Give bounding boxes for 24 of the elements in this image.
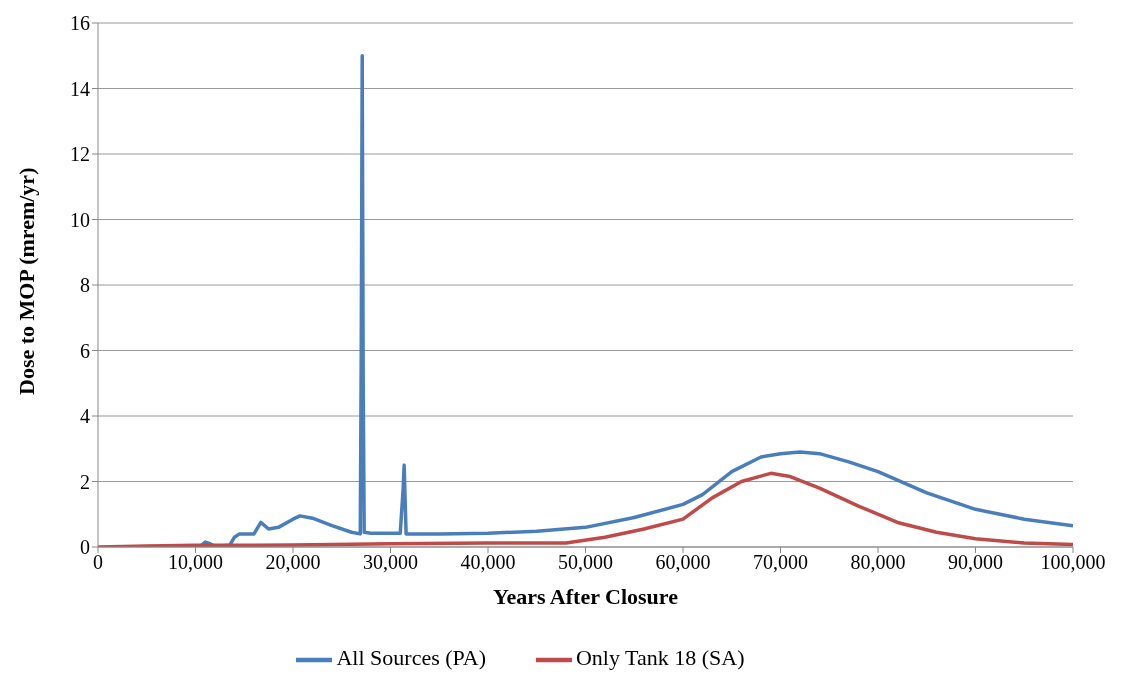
x-tick-label: 60,000	[655, 551, 711, 574]
x-tick-label: 70,000	[753, 551, 808, 574]
x-tick-label: 100,000	[1040, 551, 1106, 574]
x-axis-title: Years After Closure	[493, 584, 679, 609]
x-tick-label: 80,000	[850, 551, 906, 574]
x-tick-label: 40,000	[460, 551, 516, 574]
y-tick-label: 16	[70, 12, 90, 35]
x-tick-label: 30,000	[363, 551, 418, 574]
y-axis-title: Dose to MOP (mrem/yr)	[13, 167, 39, 395]
y-tick-label: 14	[70, 77, 90, 100]
legend-label: Only Tank 18 (SA)	[575, 645, 745, 671]
y-tick-label: 8	[80, 274, 90, 297]
x-tick-label: 90,000	[948, 551, 1003, 574]
y-tick-label: 6	[80, 339, 90, 362]
x-tick-label: 10,000	[168, 551, 223, 574]
y-tick-label: 0	[80, 536, 90, 559]
y-tick-label: 4	[80, 405, 90, 428]
y-tick-label: 2	[80, 470, 90, 493]
x-tick-label: 50,000	[558, 551, 613, 574]
x-tick-label: 20,000	[265, 551, 321, 574]
y-tick-label: 12	[70, 143, 90, 166]
line-series	[198, 54, 1073, 547]
legend-label: All Sources (PA)	[336, 645, 486, 671]
y-tick-label: 10	[70, 208, 90, 231]
